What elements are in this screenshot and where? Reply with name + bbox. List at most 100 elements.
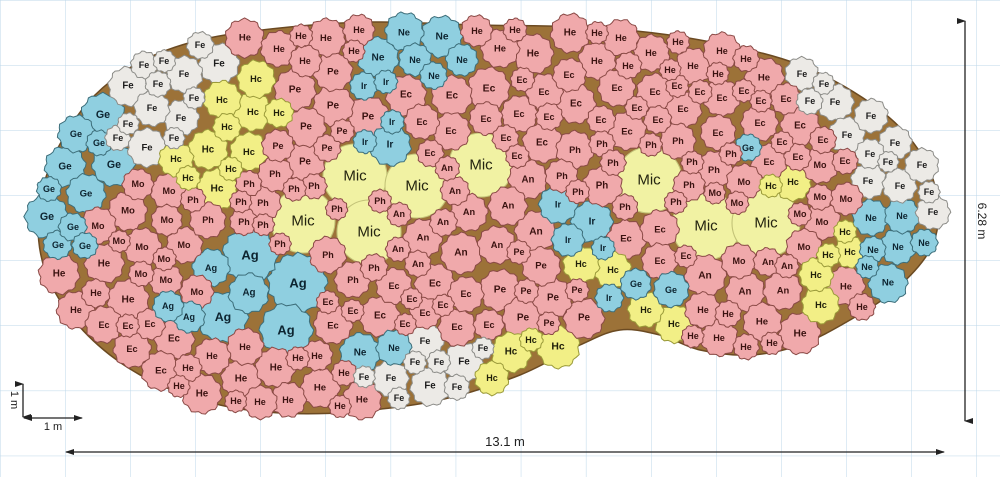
svg-text:An: An (491, 240, 504, 250)
svg-text:He: He (509, 25, 521, 35)
svg-text:Ec: Ec (817, 135, 828, 145)
svg-text:Ec: Ec (755, 96, 766, 106)
svg-text:Ph: Ph (322, 250, 334, 260)
svg-text:Pe: Pe (299, 157, 311, 168)
svg-text:An: An (698, 271, 712, 282)
svg-text:Ec: Ec (680, 251, 691, 261)
svg-text:He: He (239, 342, 251, 352)
svg-text:Ph: Ph (308, 181, 320, 191)
svg-text:He: He (314, 383, 326, 394)
svg-text:Fe: Fe (213, 59, 225, 70)
svg-text:Ph: Ph (243, 179, 255, 189)
svg-text:He: He (716, 46, 728, 56)
svg-text:Ph: Ph (202, 215, 214, 225)
svg-text:Ec: Ec (654, 256, 665, 266)
svg-text:An: An (454, 248, 467, 259)
svg-text:He: He (494, 43, 506, 54)
svg-text:Mo: Mo (132, 179, 145, 189)
svg-text:Ec: Ec (716, 93, 727, 103)
svg-text:Mo: Mo (709, 188, 722, 198)
svg-text:Mo: Mo (794, 209, 807, 219)
svg-text:An: An (502, 201, 515, 212)
svg-text:Mo: Mo (816, 217, 829, 227)
svg-text:He: He (527, 49, 540, 60)
svg-text:Ir: Ir (361, 81, 368, 91)
svg-text:Pe: Pe (543, 318, 554, 328)
svg-text:Ph: Ph (257, 220, 269, 230)
svg-text:Ec: Ec (168, 334, 181, 345)
svg-text:Mic: Mic (469, 157, 493, 174)
svg-text:Ec: Ec (424, 148, 435, 158)
svg-text:Ec: Ec (511, 151, 522, 161)
svg-text:He: He (664, 65, 676, 75)
svg-text:He: He (299, 56, 311, 66)
svg-text:Pe: Pe (494, 285, 507, 296)
svg-text:Fe: Fe (189, 93, 200, 103)
svg-text:He: He (840, 281, 852, 292)
svg-text:He: He (687, 331, 699, 341)
svg-text:Ge: Ge (742, 143, 754, 153)
svg-text:Fe: Fe (865, 149, 876, 159)
svg-text:Fe: Fe (195, 40, 206, 50)
svg-text:Ir: Ir (600, 243, 607, 253)
svg-text:Mic: Mic (754, 215, 778, 232)
svg-text:He: He (121, 295, 134, 306)
svg-text:He: He (239, 33, 251, 44)
svg-text:Ge: Ge (93, 138, 105, 148)
svg-text:Ph: Ph (645, 140, 657, 150)
svg-text:An: An (463, 207, 476, 217)
svg-text:Ph: Ph (374, 196, 386, 206)
svg-text:Ec: Ec (419, 308, 430, 318)
svg-text:Fe: Fe (478, 343, 489, 353)
svg-text:Mo: Mo (160, 275, 173, 285)
svg-text:Fe: Fe (458, 357, 470, 368)
svg-text:Ph: Ph (347, 275, 359, 285)
svg-text:He: He (230, 396, 242, 406)
svg-text:Ne: Ne (409, 55, 421, 65)
svg-text:Ne: Ne (865, 213, 877, 223)
svg-text:Fe: Fe (394, 393, 405, 403)
svg-text:He: He (311, 351, 323, 361)
svg-text:Fe: Fe (169, 133, 180, 143)
svg-text:Pe: Pe (513, 247, 524, 257)
svg-text:Ne: Ne (867, 245, 879, 255)
svg-text:Ec: Ec (763, 157, 774, 167)
svg-text:Fe: Fe (928, 207, 939, 217)
svg-text:Mo: Mo (121, 206, 135, 217)
svg-text:He: He (320, 33, 332, 43)
svg-text:He: He (856, 302, 868, 312)
svg-text:An: An (437, 217, 449, 227)
svg-text:Fe: Fe (797, 69, 808, 79)
svg-text:Pe: Pe (300, 122, 312, 133)
svg-text:Mic: Mic (291, 213, 315, 230)
svg-text:Ge: Ge (70, 129, 82, 139)
svg-text:Ne: Ne (435, 32, 448, 43)
svg-text:Ge: Ge (80, 189, 93, 200)
svg-text:Fe: Fe (122, 81, 134, 92)
svg-text:Mo: Mo (158, 254, 171, 264)
svg-text:13.1 m: 13.1 m (485, 434, 525, 449)
svg-text:He: He (356, 395, 368, 406)
svg-text:He: He (338, 368, 350, 378)
svg-text:An: An (393, 209, 405, 219)
svg-text:Fe: Fe (153, 79, 164, 89)
svg-text:He: He (353, 25, 365, 35)
svg-text:Fe: Fe (386, 373, 397, 383)
svg-text:Ec: Ec (322, 297, 333, 307)
svg-text:Ph: Ph (569, 145, 581, 155)
svg-text:Ec: Ec (460, 289, 471, 299)
svg-text:An: An (412, 259, 424, 269)
svg-text:Ec: Ec (839, 156, 850, 166)
svg-text:Ec: Ec (794, 121, 806, 132)
svg-text:He: He (98, 259, 111, 270)
svg-text:Mo: Mo (814, 192, 827, 202)
svg-text:He: He (564, 28, 577, 39)
svg-text:Ph: Ph (235, 197, 247, 207)
svg-text:6.28 m: 6.28 m (975, 203, 989, 240)
svg-text:Ag: Ag (162, 301, 174, 311)
svg-text:Fe: Fe (452, 382, 463, 392)
svg-text:Ir: Ir (606, 293, 613, 303)
svg-text:Hc: Hc (810, 270, 822, 280)
svg-text:Pe: Pe (520, 286, 531, 296)
svg-text:He: He (697, 305, 709, 315)
